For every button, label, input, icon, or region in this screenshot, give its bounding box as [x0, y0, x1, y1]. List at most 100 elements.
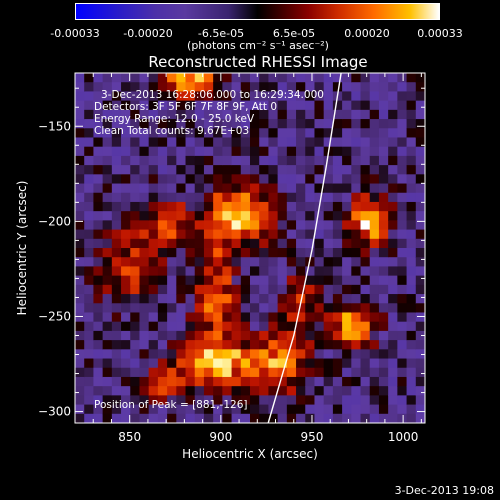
- heatmap-cell: [231, 321, 242, 332]
- heatmap-cell: [121, 183, 131, 194]
- heatmap-cell: [213, 100, 223, 111]
- heatmap-cell: [351, 330, 362, 341]
- heatmap-cell: [406, 321, 417, 332]
- heatmap-cell: [139, 91, 150, 102]
- heatmap-cell: [296, 109, 306, 120]
- heatmap-cell: [84, 395, 95, 406]
- heatmap-cell: [323, 183, 334, 194]
- heatmap-cell: [314, 266, 325, 277]
- heatmap-cell: [277, 128, 288, 139]
- heatmap-cell: [157, 155, 168, 166]
- heatmap-cell: [148, 183, 159, 194]
- heatmap-cell: [194, 386, 205, 396]
- heatmap-cell: [93, 248, 104, 258]
- heatmap-cell: [102, 367, 113, 378]
- heatmap-cell: [240, 128, 251, 139]
- heatmap-cell: [222, 201, 233, 212]
- heatmap-cell: [314, 128, 325, 139]
- heatmap-cell: [277, 119, 288, 129]
- heatmap-cell: [148, 303, 159, 314]
- heatmap-cell: [84, 413, 95, 423]
- heatmap-cell: [157, 257, 168, 268]
- heatmap-cell: [250, 165, 260, 175]
- heatmap-cell: [121, 294, 131, 304]
- heatmap-cell: [388, 220, 398, 231]
- heatmap-cell: [157, 386, 168, 396]
- heatmap-cell: [277, 404, 288, 415]
- heatmap-cell: [194, 349, 205, 360]
- heatmap-cell: [130, 155, 141, 166]
- heatmap-cell: [323, 257, 334, 268]
- heatmap-cell: [203, 100, 214, 111]
- heatmap-cell: [286, 294, 297, 304]
- heatmap-cell: [102, 146, 113, 157]
- heatmap-cell: [250, 192, 260, 203]
- heatmap-cell: [332, 174, 343, 185]
- heatmap-cell: [397, 109, 408, 120]
- heatmap-cell: [176, 330, 187, 341]
- heatmap-cell: [111, 137, 122, 148]
- heatmap-cell: [130, 119, 141, 129]
- heatmap-cell: [157, 294, 168, 304]
- heatmap-cell: [111, 257, 122, 268]
- heatmap-cell: [75, 275, 85, 286]
- heatmap-cell: [314, 220, 325, 231]
- heatmap-cell: [167, 91, 177, 102]
- heatmap-cell: [194, 395, 205, 406]
- heatmap-cell: [332, 275, 343, 286]
- heatmap-cell: [93, 119, 104, 129]
- heatmap-cell: [397, 82, 408, 93]
- heatmap-cell: [406, 395, 417, 406]
- heatmap-cell: [240, 330, 251, 341]
- heatmap-cell: [406, 312, 417, 323]
- heatmap-cell: [75, 284, 85, 295]
- heatmap-cell: [286, 395, 297, 406]
- heatmap-cell: [84, 211, 95, 221]
- heatmap-cell: [121, 73, 131, 83]
- heatmap-cell: [406, 91, 417, 102]
- heatmap-cell: [176, 155, 187, 166]
- heatmap-cell: [286, 109, 297, 120]
- heatmap-cell: [240, 119, 251, 129]
- heatmap-cell: [369, 192, 380, 203]
- heatmap-cell: [213, 119, 223, 129]
- heatmap-cell: [286, 284, 297, 295]
- heatmap-cell: [415, 229, 425, 240]
- heatmap-cell: [75, 395, 85, 406]
- heatmap-cell: [231, 220, 242, 231]
- heatmap-cell: [415, 303, 425, 314]
- heatmap-cell: [360, 82, 371, 93]
- heatmap-cell: [231, 82, 242, 93]
- heatmap-cell: [388, 82, 398, 93]
- heatmap-cell: [406, 358, 417, 369]
- heatmap-cell: [277, 395, 288, 406]
- heatmap-cell: [351, 82, 362, 93]
- heatmap-cell: [360, 220, 371, 231]
- heatmap-cell: [351, 100, 362, 111]
- heatmap-cell: [415, 165, 425, 175]
- heatmap-cell: [194, 367, 205, 378]
- heatmap-cell: [268, 238, 279, 249]
- heatmap-cell: [342, 82, 352, 93]
- heatmap-cell: [323, 192, 334, 203]
- heatmap-cell: [111, 275, 122, 286]
- heatmap-cell: [259, 238, 270, 249]
- heatmap-cell: [93, 312, 104, 323]
- heatmap-cell: [222, 404, 233, 415]
- heatmap-cell: [213, 155, 223, 166]
- heatmap-cell: [139, 100, 150, 111]
- heatmap-cell: [203, 174, 214, 185]
- heatmap-cell: [369, 165, 380, 175]
- heatmap-cell: [102, 358, 113, 369]
- heatmap-cell: [121, 220, 131, 231]
- heatmap-cell: [75, 183, 85, 194]
- heatmap-cell: [240, 340, 251, 350]
- heatmap-cell: [277, 266, 288, 277]
- heatmap-cell: [332, 321, 343, 332]
- heatmap-cell: [415, 174, 425, 185]
- heatmap-cell: [369, 174, 380, 185]
- heatmap-cell: [194, 211, 205, 221]
- heatmap-cell: [121, 404, 131, 415]
- heatmap-cell: [139, 248, 150, 258]
- heatmap-cell: [406, 100, 417, 111]
